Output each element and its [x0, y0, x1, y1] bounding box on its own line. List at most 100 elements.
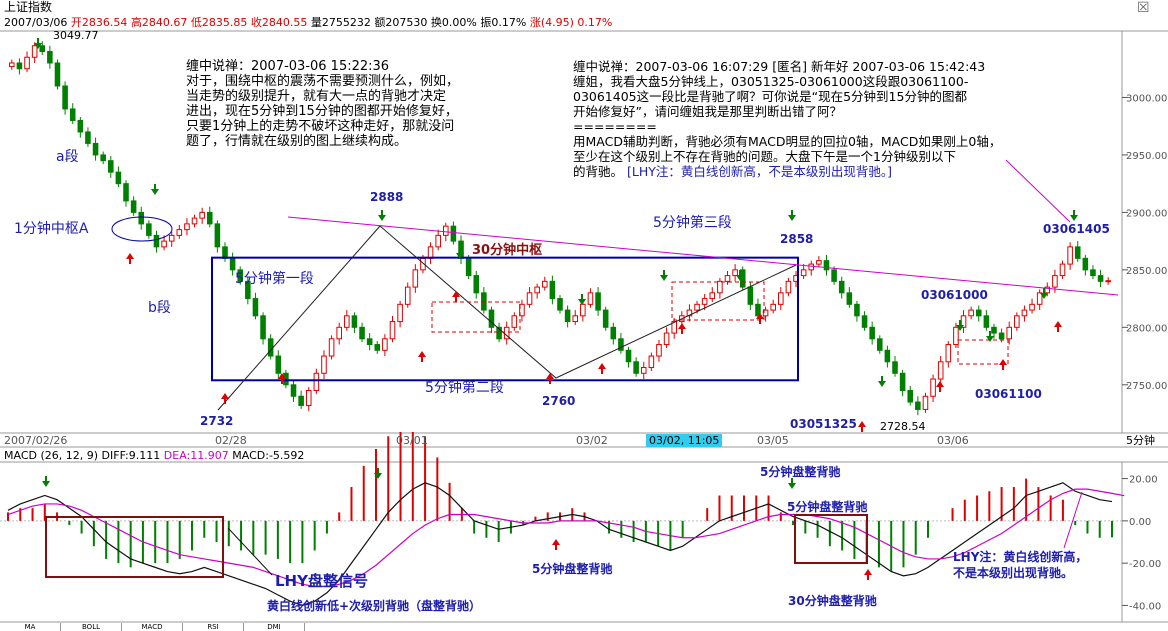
- chg-pct-value: 0.17%: [577, 16, 613, 29]
- tab-boll[interactable]: BOLL: [61, 623, 122, 631]
- candle-body: [633, 361, 639, 374]
- candle-body: [915, 401, 921, 410]
- note-left-line: 只要1分钟上的走势不破坏这种走好，那就没问: [186, 119, 455, 134]
- macd-annotation-lhy-signal: LHY盘整信号: [275, 572, 368, 590]
- diff-label: DIFF:: [101, 449, 129, 462]
- vol-value: 2755232: [321, 16, 371, 29]
- annotation-5min-seg3: 5分钟第三段: [653, 215, 732, 231]
- candle-body: [305, 390, 312, 406]
- up-arrow-icon: [126, 253, 134, 264]
- candle-body: [549, 280, 556, 300]
- candle-body: [831, 269, 837, 282]
- candle-body: [511, 315, 518, 328]
- down-arrow-icon: [578, 294, 586, 305]
- hub-5min-box: [431, 301, 521, 333]
- note-right-line: 的背驰。: [573, 164, 624, 179]
- candle-body: [975, 309, 982, 317]
- macd-annotation-5min-div-c: 5分钟盘整背驰: [532, 562, 613, 576]
- candle-body: [298, 395, 304, 406]
- up-arrow-icon: [999, 359, 1007, 370]
- period-label[interactable]: 5分钟: [1126, 434, 1155, 447]
- dea-value: 11.907: [190, 449, 229, 462]
- candle-body: [366, 338, 373, 346]
- note-right-line: ========: [573, 119, 657, 134]
- candle-body: [31, 45, 38, 58]
- candle-body: [625, 349, 632, 363]
- candle-body: [336, 326, 342, 340]
- candle-body: [671, 321, 677, 334]
- down-arrow-icon: [736, 270, 744, 281]
- candle-body: [321, 355, 327, 374]
- down-arrow-icon: [378, 210, 386, 221]
- label-2728: 2728.54: [880, 420, 926, 433]
- candle-body: [808, 263, 815, 271]
- candle-body: [382, 338, 388, 351]
- macd-info-bar: MACD (26, 12, 9) DIFF:9.111 DEA:11.907 M…: [4, 449, 304, 462]
- down-arrow-icon: [788, 210, 796, 221]
- candle-body: [717, 280, 723, 294]
- vol-label: 量: [310, 16, 322, 29]
- up-arrow-icon: [552, 539, 560, 550]
- candle-body: [991, 326, 997, 334]
- candle-body: [443, 225, 449, 236]
- turn-value: 0.00%: [441, 16, 477, 29]
- macd-annotation-lhy-note-2: 不是本级别出现背驰。: [953, 566, 1074, 580]
- macd-pointer: [1063, 491, 1083, 549]
- tab-macd[interactable]: MACD: [122, 623, 183, 631]
- time-label: 03/01: [396, 434, 428, 447]
- down-arrow-icon: [374, 468, 382, 479]
- macd-annotation-30min-div: 30分钟盘整背驰: [788, 594, 877, 608]
- candle-body: [184, 223, 190, 231]
- candle-body: [869, 326, 875, 340]
- up-arrow-icon: [1054, 321, 1062, 332]
- ohlc-date: 2007/03/06: [4, 16, 68, 29]
- diff-line: [7, 482, 1113, 607]
- chg-label: 涨: [529, 16, 541, 29]
- y-tick-label: 2850.00: [1126, 266, 1167, 277]
- window-title: 上证指数: [4, 0, 53, 14]
- candle-body: [465, 257, 472, 277]
- down-arrow-icon: [1040, 288, 1048, 299]
- candle-body: [838, 280, 845, 294]
- down-arrow-icon: [456, 248, 464, 259]
- candle-body: [206, 211, 213, 225]
- up-arrow-icon: [278, 373, 286, 384]
- candle-body: [602, 309, 609, 328]
- macd-pointer: [227, 527, 273, 576]
- candle-body: [123, 183, 129, 202]
- candle-body: [283, 372, 289, 386]
- candle-body: [876, 338, 883, 351]
- macd-y-tick-label: 20.00: [1129, 475, 1158, 486]
- high-value: 2840.67: [141, 16, 188, 29]
- up-arrow-icon: [678, 323, 686, 334]
- tab-dmi[interactable]: DMI: [244, 623, 305, 631]
- note-right-line: 至少在这个级别上不存在背驰的问题。大盘下午是一个1分钟级别以下: [573, 149, 956, 164]
- time-label: 03/06: [937, 434, 969, 447]
- candle-body: [176, 229, 183, 236]
- down-arrow-icon: [986, 331, 994, 342]
- candle-body: [854, 303, 860, 317]
- tab-rsi[interactable]: RSI: [183, 623, 244, 631]
- candle-body: [115, 171, 122, 185]
- candle-body: [359, 326, 365, 340]
- annotation-1min-hub: 1分钟中枢A: [14, 221, 89, 237]
- time-label: 2007/02/26: [4, 434, 68, 447]
- candle-body: [572, 315, 579, 323]
- dea-label: DEA:: [163, 449, 191, 462]
- candle-body: [344, 315, 350, 328]
- candle-body: [899, 372, 906, 392]
- candle-body: [755, 303, 761, 317]
- macd-y-tick-label: 0.00: [1129, 517, 1151, 528]
- amt-value: 207530: [385, 16, 428, 29]
- candle-body: [846, 292, 853, 305]
- candle-body: [161, 240, 167, 248]
- high-label: 高: [130, 16, 142, 29]
- close-icon[interactable]: ☒: [1137, 0, 1150, 16]
- annotation-b-segment: b段: [148, 300, 171, 316]
- candle-body: [130, 200, 137, 213]
- note-right-line: 03061405这一段比是背驰了啊？可你说是“现在5分钟到15分钟的图都: [573, 89, 967, 104]
- down-arrow-icon: [660, 270, 668, 281]
- annotation-5min-seg2: 5分钟第二段: [425, 380, 504, 396]
- tab-ma[interactable]: MA: [0, 623, 61, 631]
- candle-body: [800, 269, 807, 277]
